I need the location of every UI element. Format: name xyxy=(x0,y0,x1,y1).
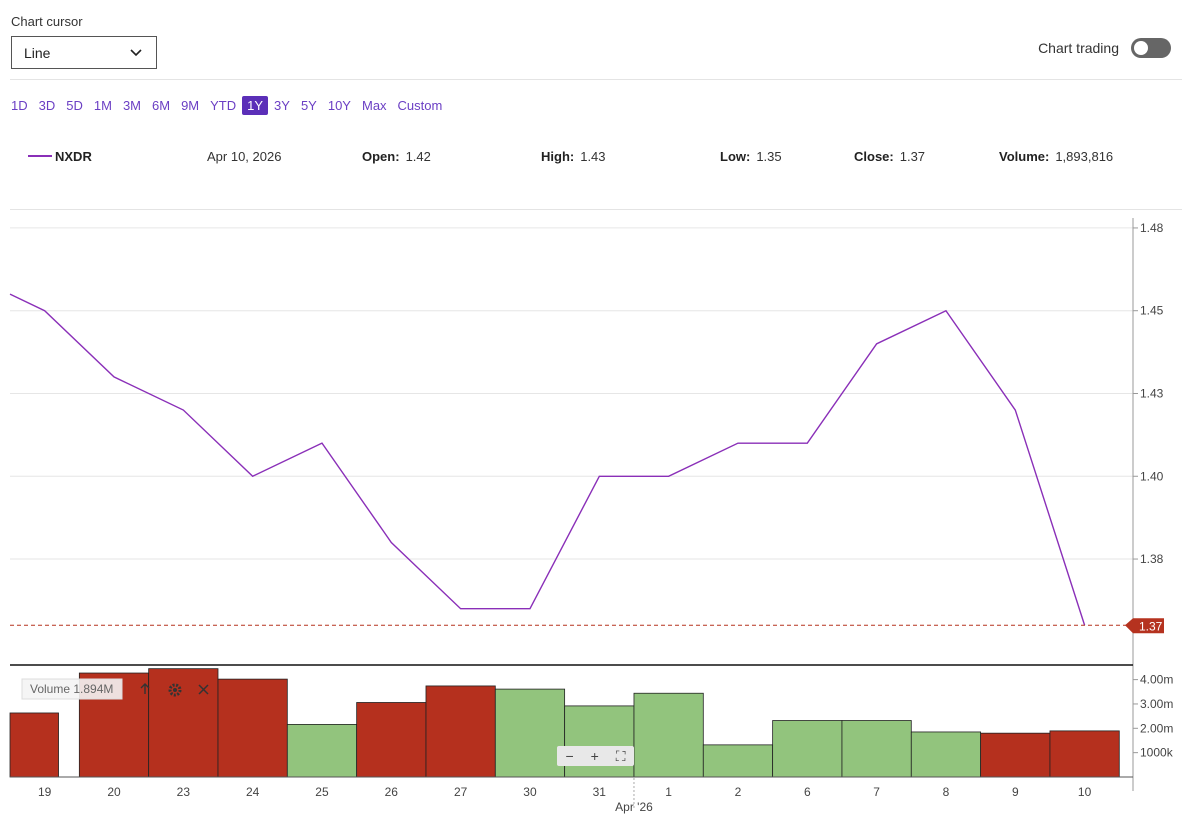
legend-close: Close: 1.37 xyxy=(854,149,926,164)
volume-bar xyxy=(910,731,982,778)
close-icon xyxy=(198,684,209,695)
chart-trading-control: Chart trading xyxy=(1038,38,1171,58)
arrow-up-stroke xyxy=(140,683,150,694)
month-label: Apr '26 xyxy=(615,800,653,814)
volume-bar xyxy=(286,724,358,778)
x-tick-label: 10 xyxy=(1078,785,1092,799)
x-tick-label: 19 xyxy=(38,785,52,799)
x-tick-label: 8 xyxy=(943,785,950,799)
price-line xyxy=(9,293,1086,626)
range-3d[interactable]: 3D xyxy=(38,98,56,113)
range-3m[interactable]: 3M xyxy=(122,98,141,113)
legend-volume: Volume: 1,893,816 xyxy=(999,149,1114,164)
x-tick-label: 2 xyxy=(735,785,742,799)
ohlc-legend: NXDR Apr 10, 2026 Open: 1.42 High: 1.43 Lo… xyxy=(0,149,1192,167)
x-tick-label: 27 xyxy=(454,785,468,799)
range-10y[interactable]: 10Y xyxy=(327,98,351,113)
range-5d[interactable]: 5D xyxy=(66,98,83,113)
range-3y[interactable]: 3Y xyxy=(274,98,290,113)
range-6m[interactable]: 6M xyxy=(152,98,171,113)
chart-trading-toggle[interactable] xyxy=(1131,38,1171,58)
volume-tick-label: 4.00m xyxy=(1140,673,1173,687)
move-up-icon xyxy=(140,683,150,694)
gear-icon xyxy=(168,683,182,697)
range-selector: 1D 3D 5D 1M 3M 6M 9M YTD 1Y 3Y 5Y 10Y Max Custom xyxy=(6,96,448,115)
price-tick-label: 1.43 xyxy=(1140,386,1164,400)
volume-bar xyxy=(633,692,704,778)
volume-bar xyxy=(425,685,496,778)
last-price-label: 1.37 xyxy=(1139,619,1163,633)
chart-trading-label: Chart trading xyxy=(1038,40,1119,56)
zoom-out-button[interactable]: − xyxy=(565,748,574,764)
close-stroke xyxy=(198,684,209,695)
volume-bar xyxy=(217,678,288,778)
volume-bar xyxy=(841,720,912,778)
volume-bar xyxy=(1049,730,1120,778)
range-max[interactable]: Max xyxy=(361,98,387,113)
last-price-marker xyxy=(1125,618,1164,634)
divider xyxy=(10,79,1182,80)
zoom-fit-button[interactable]: ⛶ xyxy=(615,747,626,764)
chart-cursor-select[interactable]: Line xyxy=(11,36,157,69)
range-9m[interactable]: 9M xyxy=(181,98,200,113)
divider xyxy=(10,209,1182,210)
range-1d[interactable]: 1D xyxy=(11,98,28,113)
legend-low: Low: 1.35 xyxy=(720,149,782,164)
range-ytd[interactable]: YTD xyxy=(210,98,237,113)
legend-high: High: 1.43 xyxy=(541,149,606,164)
range-5y[interactable]: 5Y xyxy=(300,98,317,113)
volume-label: Volume 1.894M xyxy=(30,682,113,696)
chart-cursor-label: Chart cursor xyxy=(11,14,83,29)
range-1y[interactable]: 1Y xyxy=(242,96,269,115)
x-tick-label: 1 xyxy=(665,785,672,799)
series-swatch xyxy=(28,155,52,157)
volume-tick-label: 2.00m xyxy=(1140,721,1173,735)
x-tick-label: 20 xyxy=(107,785,121,799)
x-tick-label: 6 xyxy=(804,785,811,799)
volume-bar xyxy=(9,712,59,778)
toggle-knob xyxy=(1134,41,1148,55)
gear-hub xyxy=(173,688,177,692)
x-tick-label: 7 xyxy=(873,785,880,799)
volume-bar xyxy=(494,688,566,778)
zoom-in-button[interactable]: + xyxy=(590,748,599,764)
volume-bar xyxy=(564,705,635,778)
chevron-down-icon xyxy=(130,46,142,60)
price-tick-label: 1.45 xyxy=(1140,304,1164,318)
x-tick-label: 30 xyxy=(523,785,537,799)
volume-tick-label: 3.00m xyxy=(1140,697,1173,711)
legend-symbol: NXDR xyxy=(55,149,92,164)
x-tick-label: 31 xyxy=(593,785,607,799)
price-tick-label: 1.40 xyxy=(1140,469,1164,483)
volume-bar xyxy=(356,702,427,778)
chart-cursor-value: Line xyxy=(24,44,51,61)
x-tick-label: 26 xyxy=(385,785,399,799)
legend-date: Apr 10, 2026 xyxy=(207,149,282,164)
x-tick-label: 9 xyxy=(1012,785,1019,799)
volume-tick-label: 1000k xyxy=(1140,746,1174,760)
gear-teeth xyxy=(168,683,182,697)
volume-bar xyxy=(980,732,1051,778)
legend-open: Open: 1.42 xyxy=(362,149,431,164)
volume-bar xyxy=(702,744,774,778)
range-custom[interactable]: Custom xyxy=(397,98,443,113)
volume-bar xyxy=(772,720,843,778)
price-tick-label: 1.48 xyxy=(1140,221,1164,235)
range-1m[interactable]: 1M xyxy=(93,98,112,113)
zoom-controls: − + ⛶ xyxy=(557,746,634,766)
x-tick-label: 25 xyxy=(315,785,329,799)
price-tick-label: 1.38 xyxy=(1140,552,1164,566)
volume-label-box xyxy=(21,678,123,700)
x-tick-label: 23 xyxy=(177,785,191,799)
x-tick-label: 24 xyxy=(246,785,260,799)
